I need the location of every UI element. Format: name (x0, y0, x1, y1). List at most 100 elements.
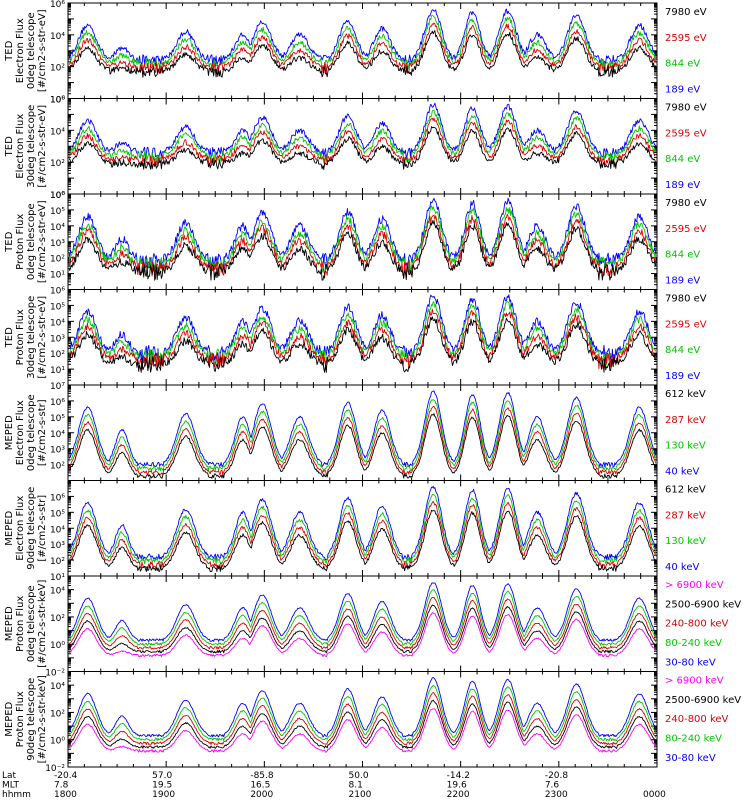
time-row-value: 8.1 (349, 781, 363, 791)
y-tick-label: 10³ (50, 541, 65, 551)
time-row-label: hhmm (2, 790, 31, 800)
time-row-value: 50.0 (349, 771, 369, 781)
y-tick-label: 10⁶ (50, 96, 65, 106)
legend-entry: 7980 eV (665, 294, 707, 305)
panel-ylabel: MEPED Proton Flux 90deg telescope [#/cm2-s-… (4, 675, 48, 763)
legend-entry: 287 keV (665, 415, 706, 426)
ylabel-line: [#/cm2-s-str-eV] (37, 105, 48, 188)
legend-entry: 844 eV (665, 154, 700, 165)
y-tick-label: 10² (50, 557, 65, 567)
panel-frame (67, 2, 658, 99)
ylabel-line: 0deg telescope (26, 585, 37, 662)
time-row-value: 2100 (349, 790, 372, 800)
legend-entry: 612 keV (665, 389, 706, 400)
trace-group (69, 8, 656, 78)
time-row-value: 19.5 (152, 781, 172, 791)
legend-entry: 189 eV (665, 84, 700, 95)
series-trace (69, 684, 656, 742)
y-tick-label: 10⁰ (50, 737, 65, 747)
ylabel-line: [#/cm2-s-str-eV] (37, 9, 48, 92)
time-row-value: 57.0 (152, 771, 172, 781)
panel-frame (67, 480, 658, 577)
legend-entry: 80-240 keV (665, 734, 722, 745)
ylabel-line: TED (4, 136, 15, 157)
ylabel-line: MEPED (4, 606, 15, 641)
ylabel-line: MEPED (4, 415, 15, 450)
series-trace (69, 109, 656, 163)
series-trace (69, 30, 656, 78)
y-tick-label: 10² (50, 462, 65, 472)
ylabel-line: [#/cm2-s-str-eV] (37, 200, 48, 283)
ylabel-line: TED (4, 231, 15, 252)
time-row-value: 16.5 (250, 781, 270, 791)
series-trace (69, 316, 656, 373)
series-trace (69, 399, 656, 472)
legend-entry: 287 keV (665, 510, 706, 521)
legend-entry: 2595 eV (665, 33, 707, 44)
series-trace (69, 126, 656, 170)
legend-entry: 40 keV (665, 562, 699, 573)
panel-ylabel: TED Proton Flux 0deg telescope [#/cm2-s-str… (4, 200, 48, 283)
y-tick-label: 10⁰ (50, 96, 65, 106)
trace-group (69, 582, 656, 658)
time-row-value: 7.6 (545, 781, 560, 791)
legend-entry: 7980 eV (665, 7, 707, 18)
y-tick-label: 10⁴ (50, 127, 65, 137)
y-tick-label: 10⁶ (50, 398, 65, 408)
series-trace (69, 692, 656, 746)
y-tick-label: 10¹ (50, 366, 65, 376)
y-tick-label: 10⁵ (50, 414, 65, 424)
legend-entry: > 6900 keV (665, 580, 724, 591)
legend-entry: 2595 eV (665, 319, 707, 330)
ylabel-line: [#/cm2-s-str-keV] (37, 675, 48, 763)
y-tick-label: 10¹ (50, 573, 65, 583)
ylabel-line: [#/cm2-s-str] (37, 399, 48, 466)
legend-entry: 844 eV (665, 59, 700, 70)
time-row-value: 7.8 (54, 781, 69, 791)
legend-entry: 240-800 keV (665, 619, 729, 630)
y-tick-label: 10² (50, 255, 65, 265)
ylabel-line: Proton Flux (15, 214, 26, 270)
y-tick-label: 10⁵ (50, 302, 65, 312)
ylabel-line: Proton Flux (15, 691, 26, 747)
legend-entry: 844 eV (665, 345, 700, 356)
ylabel-line: MEPED (4, 510, 15, 545)
ylabel-line: 90deg telescope (26, 487, 37, 570)
legend-entry: 2595 eV (665, 224, 707, 235)
series-trace (69, 708, 656, 753)
series-trace (69, 589, 656, 646)
time-row-value: 2300 (545, 790, 568, 800)
legend-entry: 40 keV (665, 466, 699, 477)
y-tick-label: 10⁴ (50, 682, 65, 692)
ylabel-line: Electron Flux (15, 400, 26, 465)
y-tick-label: 10⁴ (50, 223, 65, 233)
legend-entry: 612 keV (665, 485, 706, 496)
time-row-label: MLT (2, 781, 20, 791)
panel-frame (67, 98, 658, 195)
y-tick-label: 10³ (50, 446, 65, 456)
y-tick-label: 10⁰ (50, 641, 65, 651)
series-trace (69, 509, 656, 572)
series-trace (69, 102, 656, 159)
series-trace (69, 308, 656, 370)
ylabel-line: TED (4, 327, 15, 348)
ylabel-line: 0deg telescope (26, 12, 37, 89)
time-row-value: 2000 (250, 790, 273, 800)
time-axis: Lat -20.4 57.0 -85.8 50.0 -14.2 -20.8 MLT 7.8 19.… (2, 771, 675, 800)
legend-entry: 7980 eV (665, 198, 707, 209)
y-tick-label: 10⁶ (50, 493, 65, 503)
legend-entry: 2595 eV (665, 128, 707, 139)
legend-entry: 189 eV (665, 275, 700, 286)
ylabel-line: 30deg telescope (26, 105, 37, 188)
series-trace (69, 699, 656, 749)
panel-ylabel: TED Electron Flux 30deg telescope [#/cm2-s-… (4, 105, 48, 188)
series-trace (69, 612, 656, 658)
y-tick-label: 10⁴ (50, 525, 65, 535)
time-row-value: 1900 (152, 790, 175, 800)
series-trace (69, 604, 656, 654)
series-trace (69, 213, 656, 277)
